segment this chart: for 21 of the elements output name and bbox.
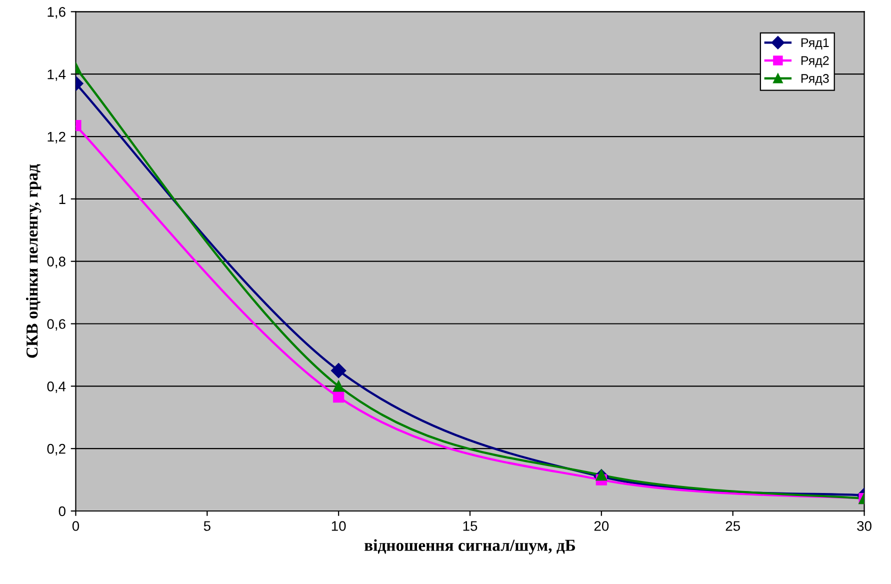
x-tick-label: 10 (332, 521, 346, 531)
legend-label: Ряд3 (801, 74, 829, 86)
y-tick-label: 1,4 (48, 70, 66, 81)
y-tick-label: 1,2 (48, 132, 66, 144)
y-tick-label: 1,6 (48, 7, 66, 18)
y-tick-label: 0,4 (47, 382, 66, 393)
y-tick-label: 0,8 (47, 256, 66, 268)
x-tick-label: 30 (857, 521, 872, 531)
x-tick-label: 0 (72, 521, 80, 531)
legend-label: Ряд1 (801, 38, 829, 50)
x-tick-label: 15 (463, 521, 478, 531)
x-tick-label: 20 (594, 521, 609, 531)
y-tick-label: 0,6 (47, 319, 66, 331)
y-tick-label: 1 (59, 194, 66, 204)
y-tick-label: 0,2 (47, 444, 66, 456)
x-axis-title: відношення сигнал/шум, дБ (364, 539, 576, 554)
y-tick-label: 0 (58, 506, 66, 516)
x-tick-label: 5 (204, 521, 210, 531)
legend-label: Ряд2 (801, 56, 829, 68)
x-tick-label: 25 (726, 521, 740, 531)
y-axis-title: СКВ оцінки пеленгу, град (26, 164, 42, 358)
